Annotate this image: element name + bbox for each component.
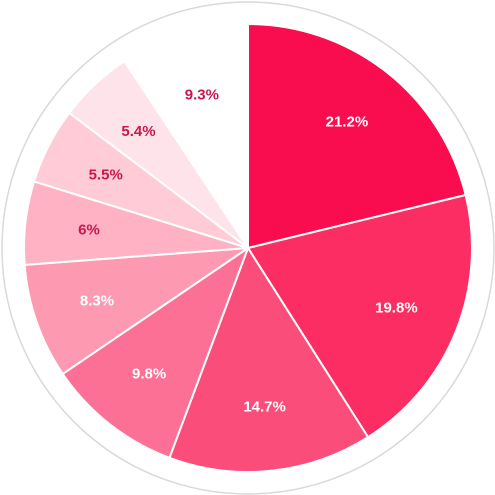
pie-labels: 21.2% 19.8% 14.7% 9.8% 8.3% 6% 5.5% 5.4% 9.3% <box>78 86 418 415</box>
pie-slice-3 <box>168 247 370 473</box>
pie-slice-2 <box>247 194 473 439</box>
pie-slices <box>23 23 473 473</box>
pie-slice-1 <box>247 23 467 249</box>
pie-slice-4 <box>61 247 249 459</box>
pie-slice-label-2: 19.8% <box>375 299 418 316</box>
pie-slice-label-9: 9.3% <box>185 86 219 103</box>
pie-slice-label-1: 21.2% <box>326 114 369 131</box>
pie-slice-label-3: 14.7% <box>243 399 286 416</box>
pie-slice-label-4: 9.8% <box>132 365 166 382</box>
pie-slice-label-8: 5.4% <box>121 123 155 140</box>
pie-slice-9 <box>123 23 249 249</box>
pie-slice-label-5: 8.3% <box>80 292 114 309</box>
pie-slice-label-7: 5.5% <box>89 166 123 183</box>
pie-slice-5 <box>23 247 249 375</box>
pie-slice-label-6: 6% <box>78 221 100 238</box>
